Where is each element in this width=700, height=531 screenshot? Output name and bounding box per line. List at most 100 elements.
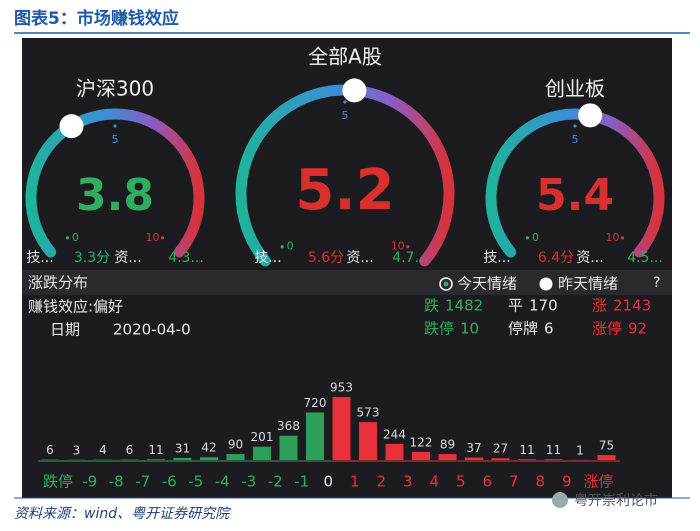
- gauge-tick: [573, 124, 577, 128]
- value-label: 573: [357, 406, 380, 420]
- gauge-value: 5.2: [295, 158, 394, 223]
- gauge-value: 3.8: [76, 170, 154, 221]
- gauge-title: 创业板: [545, 77, 605, 101]
- gauge-stat: 资...: [576, 250, 603, 266]
- option-yesterday[interactable]: 昨天情绪: [558, 275, 618, 293]
- value-label: 244: [383, 427, 406, 441]
- bar: [279, 435, 298, 460]
- stat-value: 10: [460, 320, 479, 338]
- bar: [332, 397, 351, 460]
- date-label: 日期: [50, 321, 80, 339]
- effect: 赚钱效应:偏好: [28, 298, 123, 316]
- gauge-tick-label: 5: [112, 133, 119, 146]
- x-tick-label: -9: [82, 473, 97, 491]
- gauge-stat: 4.5...: [627, 250, 663, 266]
- value-label: 3: [73, 443, 81, 457]
- gauge-title: 沪深300: [76, 77, 154, 101]
- value-label: 720: [304, 396, 327, 410]
- value-label: 11: [546, 443, 561, 457]
- x-tick-label: 7: [509, 473, 519, 491]
- value-label: 11: [519, 443, 534, 457]
- x-tick-label: 0: [323, 473, 333, 491]
- bar: [359, 422, 377, 460]
- bar: [306, 412, 324, 460]
- x-tick-label: 跌停: [43, 473, 73, 491]
- gauge-tick-label: 5: [342, 109, 349, 122]
- gauge-stat: 5.6分: [308, 250, 344, 266]
- value-label: 122: [410, 435, 433, 449]
- bar: [253, 446, 271, 460]
- figure-title: 图表5：市场赚钱效应: [14, 8, 179, 29]
- stat-label: 停牌: [508, 320, 538, 338]
- value-label: 89: [440, 438, 455, 452]
- x-tick-label: -1: [294, 473, 309, 491]
- tab[interactable]: 涨跌分布: [28, 274, 88, 292]
- radio-today[interactable]: [439, 277, 453, 291]
- bar: [226, 454, 245, 460]
- value-label: 75: [599, 439, 614, 453]
- x-tick-label: 涨停: [583, 473, 613, 491]
- gauge-stat: 资...: [114, 250, 141, 266]
- bar: [597, 455, 616, 460]
- value-label: 1: [576, 443, 584, 457]
- x-tick-label: 6: [482, 473, 492, 491]
- x-tick-label: 5: [456, 473, 466, 491]
- option-today[interactable]: 今天情绪: [457, 275, 517, 293]
- stat-label: 涨: [592, 297, 607, 315]
- watermark: 粤开崇利论市: [574, 492, 658, 509]
- watermark-icon: [552, 492, 568, 508]
- bar: [518, 459, 536, 460]
- stat-label: 跌: [424, 297, 439, 315]
- gauge-knob: [342, 78, 367, 103]
- gauge-tick-label: 10: [145, 231, 159, 244]
- gauge-tick: [620, 236, 625, 240]
- value-label: 42: [201, 441, 216, 455]
- stat-label: 平: [508, 297, 523, 315]
- gauge-tick-label: 0: [532, 231, 539, 244]
- stat-value: 170: [529, 297, 558, 315]
- stat-label: 涨停: [592, 320, 622, 338]
- stat-label: 跌停: [424, 320, 454, 338]
- gauge-tick: [65, 236, 70, 240]
- radio-yesterday[interactable]: [539, 277, 553, 291]
- value-label: 4: [99, 443, 107, 457]
- gauge-tick-label: 0: [72, 231, 79, 244]
- bar: [491, 458, 510, 460]
- value-label: 368: [277, 419, 300, 433]
- gauge-value: 5.4: [536, 170, 614, 221]
- gauge-tick-label: 0: [287, 240, 294, 253]
- date: 2020-04-0: [113, 321, 191, 339]
- value-label: 953: [330, 381, 353, 395]
- value-label: 6: [126, 443, 134, 457]
- stat-value: 1482: [445, 297, 483, 315]
- value-label: 37: [466, 441, 481, 455]
- gauge-stat: 4.7...: [392, 250, 428, 266]
- x-tick-label: -3: [241, 473, 256, 491]
- tab-strip: [22, 270, 672, 295]
- x-tick-label: -6: [162, 473, 177, 491]
- stat-value: 2143: [613, 297, 651, 315]
- stat-value: 92: [628, 320, 647, 338]
- x-tick-label: 4: [429, 473, 439, 491]
- source: 资料来源：wind、粤开证券研究院: [14, 506, 231, 522]
- x-tick-label: -2: [268, 473, 283, 491]
- value-label: 90: [228, 438, 243, 452]
- gauge-knob: [578, 103, 603, 128]
- x-tick-label: 8: [535, 473, 545, 491]
- gauge-tick-label: 5: [572, 133, 579, 146]
- gauge-tick: [113, 124, 117, 128]
- x-tick-label: 3: [403, 473, 413, 491]
- radio-dot: [443, 281, 449, 287]
- gauge-arc: [485, 108, 665, 258]
- gauge-tick: [525, 236, 530, 240]
- gauge-stat: 技...: [254, 250, 281, 266]
- bar: [385, 443, 404, 460]
- x-tick-label: -5: [188, 473, 203, 491]
- x-tick-label: 9: [562, 473, 572, 491]
- bar: [412, 451, 430, 460]
- gauge-arc: [25, 108, 205, 258]
- help[interactable]: ?: [653, 275, 660, 291]
- x-tick-label: -4: [215, 473, 230, 491]
- value-label: 11: [148, 443, 163, 457]
- gauge-stat: 3.3分: [74, 250, 110, 266]
